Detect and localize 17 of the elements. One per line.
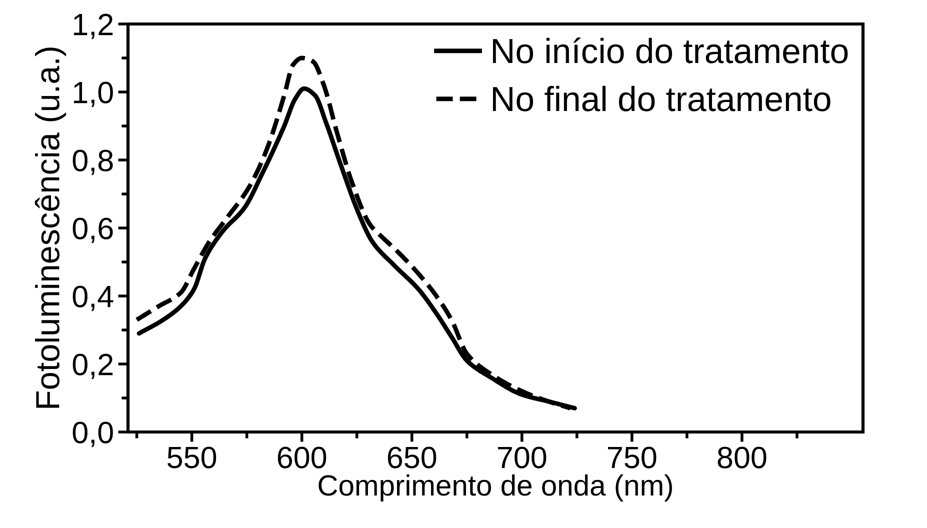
y-tick-label: 0,8 (72, 150, 113, 175)
y-tick-label: 0,2 (72, 354, 113, 379)
legend-label: No início do tratamento (492, 37, 848, 64)
x-tick-label: 600 (278, 446, 326, 468)
x-tick-label: 650 (388, 446, 436, 468)
y-tick-label: 0,0 (72, 422, 113, 447)
y-tick-label: 1,2 (74, 14, 113, 39)
y-axis-title: Fotoluminescência (u.a.) (34, 48, 66, 408)
legend-label: No final do tratamento (492, 86, 830, 112)
y-tick-label: 1,0 (74, 82, 113, 107)
x-tick-label: 800 (718, 446, 766, 468)
x-axis-title: Comprimento de onda (nm) (318, 474, 672, 502)
y-tick-label: 0,4 (72, 286, 114, 311)
x-tick-label: 750 (608, 446, 656, 468)
y-tick-label: 0,6 (72, 218, 113, 243)
x-tick-label: 700 (498, 446, 546, 468)
x-tick-label: 550 (168, 446, 216, 468)
